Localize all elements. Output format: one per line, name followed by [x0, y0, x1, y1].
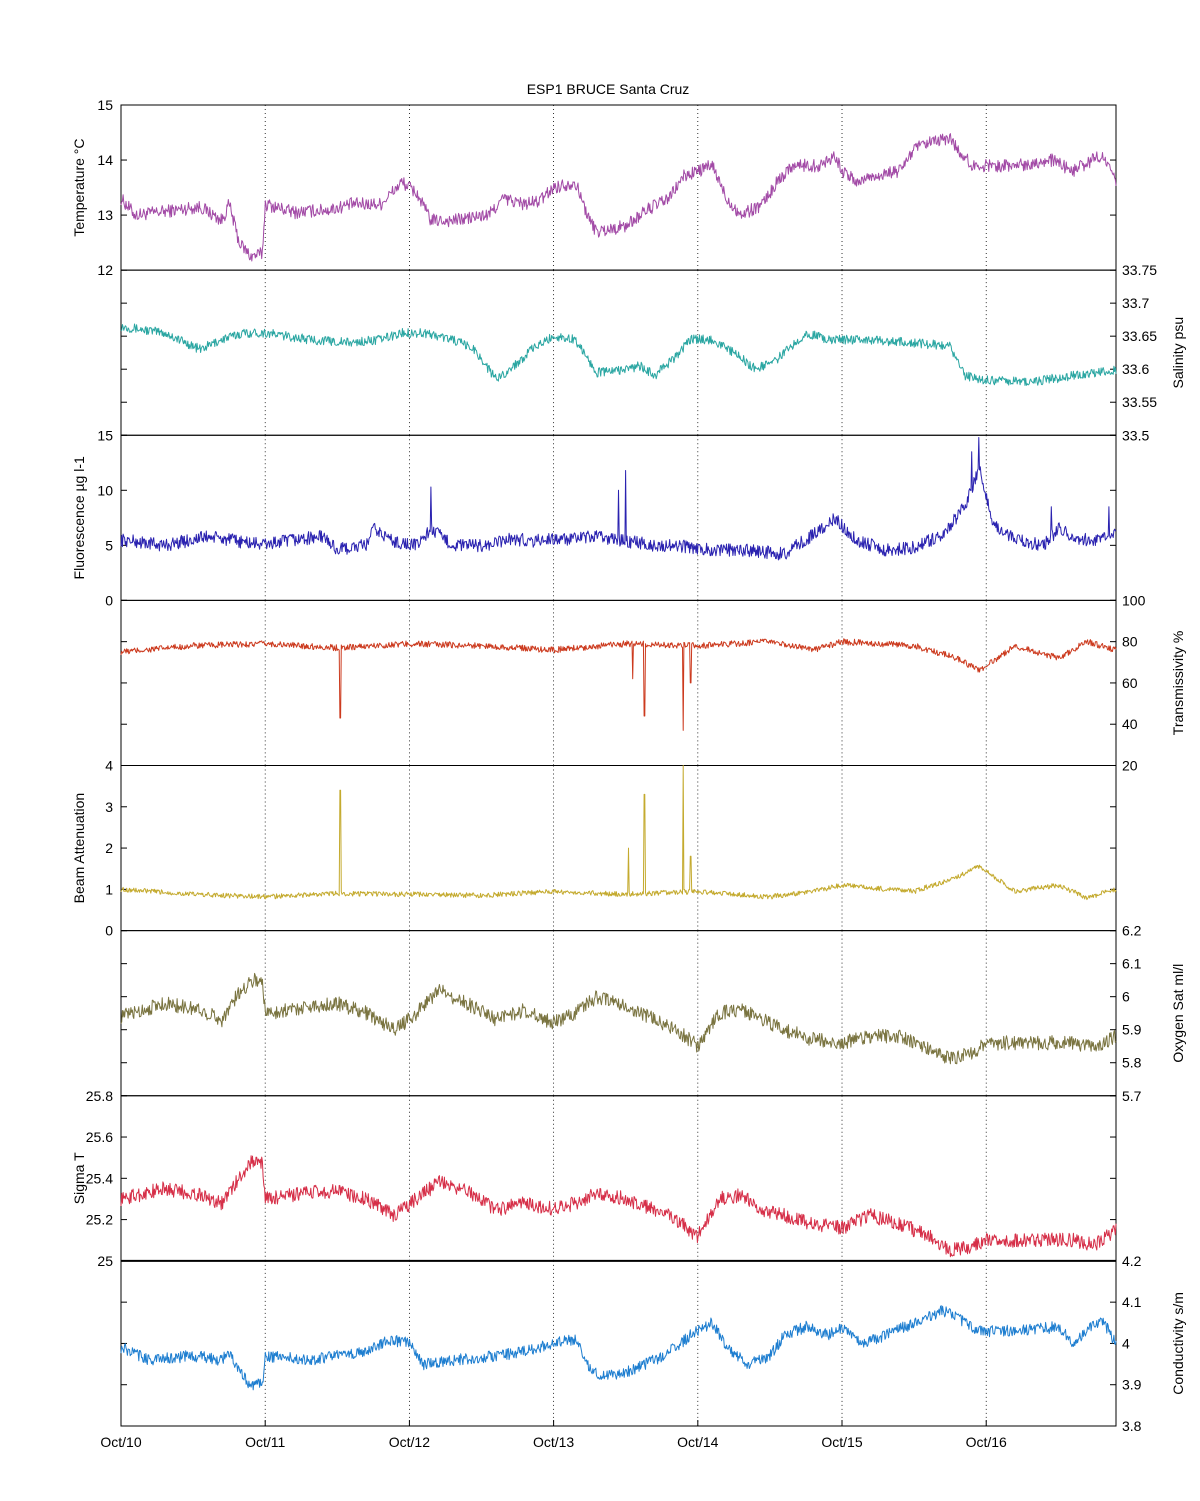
panel-frame — [120, 765, 1117, 932]
y-tick-label: 4 — [1122, 1335, 1130, 1351]
series-fluorescence — [120, 437, 1117, 561]
y-tick-label: 5 — [105, 537, 113, 553]
y-tick-label: 6.1 — [1122, 956, 1142, 972]
series-sigmat — [120, 1155, 1117, 1258]
y-axis-label: Oxygen Sat ml/l — [1170, 964, 1186, 1063]
series-oxygen — [120, 972, 1117, 1065]
y-axis-label: Fluorescence µg l-1 — [71, 456, 87, 579]
x-tick-label: Oct/15 — [821, 1434, 862, 1450]
series-conductivity — [120, 1305, 1117, 1391]
y-tick-label: 33.7 — [1122, 295, 1149, 311]
y-tick-label: 1 — [105, 881, 113, 897]
panel-fluorescence: 0 5 10 15 Fluorescence µg l-1 — [71, 427, 1117, 608]
y-tick-label: 15 — [97, 427, 113, 443]
panel-sigmat: 25 25.2 25.4 25.6 25.8 Sigma T — [71, 1088, 1117, 1269]
y-tick-label: 3.8 — [1122, 1418, 1142, 1434]
y-tick-label: 5.8 — [1122, 1055, 1142, 1071]
y-axis-label: Transmissivity % — [1170, 631, 1186, 736]
panel-oxygen: 5.7 5.8 5.9 6 6.1 6.2 Oxygen Sat ml/l — [120, 923, 1186, 1104]
series-transmissivity — [120, 638, 1117, 731]
y-tick-label: 60 — [1122, 675, 1138, 691]
y-axis-label: Temperature °C — [71, 138, 87, 236]
series-temperature — [120, 133, 1117, 262]
panel-beam: 0 1 2 3 4 Beam Attenuation — [71, 758, 1117, 939]
x-axis: Oct/10 Oct/11 Oct/12 Oct/13 Oct/14 Oct/15 Oct/… — [100, 1259, 1116, 1450]
y-tick-label: 40 — [1122, 716, 1138, 732]
y-tick-label: 33.6 — [1122, 361, 1149, 377]
y-axis-label: Beam Attenuation — [71, 793, 87, 904]
y-tick-label: 5.9 — [1122, 1022, 1142, 1038]
y-tick-label: 4.1 — [1122, 1294, 1142, 1310]
panel-transmissivity: 20 40 60 80 100 Transmissivity % — [120, 592, 1186, 774]
y-axis-label: Salinity psu — [1170, 317, 1186, 389]
y-tick-label: 14 — [97, 152, 113, 168]
y-tick-label: 25 — [97, 1253, 113, 1269]
y-axis-label: Conductivity s/m — [1170, 1292, 1186, 1395]
y-tick-label: 3 — [105, 799, 113, 815]
y-tick-label: 25.6 — [86, 1129, 113, 1145]
y-tick-label: 12 — [97, 262, 113, 278]
chart-title: ESP1 BRUCE Santa Cruz — [527, 81, 690, 97]
panel-frame — [120, 1095, 1117, 1262]
y-tick-label: 25.4 — [86, 1170, 113, 1186]
y-tick-label: 33.65 — [1122, 328, 1157, 344]
panel-frame — [120, 599, 1117, 766]
y-tick-label: 6.2 — [1122, 923, 1142, 939]
x-tick-label: Oct/10 — [100, 1434, 141, 1450]
x-tick-label: Oct/14 — [677, 1434, 718, 1450]
y-tick-label: 3.9 — [1122, 1377, 1142, 1393]
y-tick-label: 20 — [1122, 758, 1138, 774]
y-tick-label: 25.8 — [86, 1088, 113, 1104]
y-tick-label: 0 — [105, 592, 113, 608]
y-tick-label: 0 — [105, 923, 113, 939]
x-tick-label: Oct/11 — [245, 1434, 285, 1450]
x-tick-label: Oct/16 — [966, 1434, 1007, 1450]
series-beam — [120, 765, 1117, 901]
panel-frame — [120, 104, 1117, 271]
panel-salinity: 33.5 33.55 33.6 33.65 33.7 33.75 Salinity psu — [120, 262, 1186, 443]
panel-conductivity: 3.8 3.9 4 4.1 4.2 Conductivity s/m — [120, 1253, 1186, 1434]
y-tick-label: 25.2 — [86, 1212, 113, 1228]
y-tick-label: 6 — [1122, 989, 1130, 1005]
y-tick-label: 15 — [97, 97, 113, 113]
y-tick-label: 13 — [97, 207, 113, 223]
y-tick-label: 5.7 — [1122, 1088, 1142, 1104]
series-salinity — [120, 323, 1117, 386]
y-tick-label: 80 — [1122, 634, 1138, 650]
y-tick-label: 33.55 — [1122, 394, 1157, 410]
y-tick-label: 33.75 — [1122, 262, 1157, 278]
x-tick-label: Oct/13 — [533, 1434, 574, 1450]
y-tick-label: 2 — [105, 840, 113, 856]
y-tick-label: 100 — [1122, 592, 1146, 608]
panel-temperature: 12 13 14 15 Temperature °C — [71, 97, 1117, 278]
y-tick-label: 4.2 — [1122, 1253, 1142, 1269]
y-axis-label: Sigma T — [71, 1152, 87, 1204]
panel-frame — [120, 1260, 1117, 1427]
y-tick-label: 10 — [97, 482, 113, 498]
y-tick-label: 33.5 — [1122, 427, 1149, 443]
y-tick-label: 4 — [105, 758, 113, 774]
panel-frame — [120, 269, 1117, 436]
x-tick-label: Oct/12 — [389, 1434, 430, 1450]
